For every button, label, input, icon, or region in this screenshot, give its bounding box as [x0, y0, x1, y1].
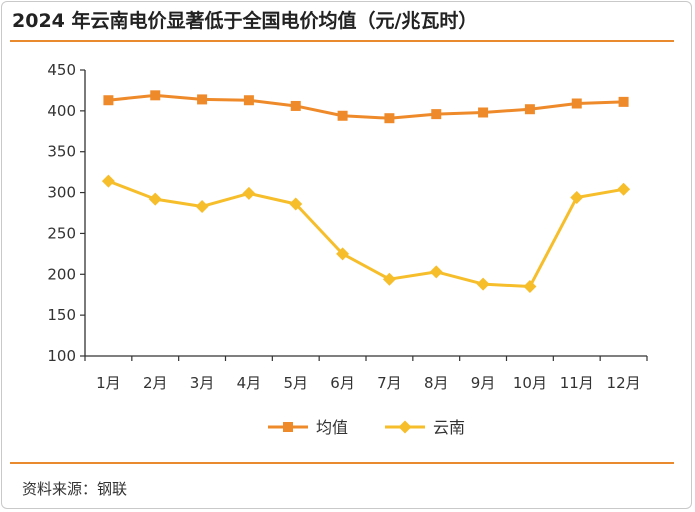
legend-label-yunnan: 云南	[433, 418, 465, 437]
x-tick-label: 3月	[190, 374, 215, 392]
data-point-yunnan	[195, 199, 209, 213]
x-tick-label: 7月	[377, 374, 402, 392]
data-point-yunnan	[523, 280, 537, 294]
y-tick-label: 350	[47, 143, 76, 161]
data-point-yunnan	[617, 182, 631, 196]
source-note: 资料来源：钢联	[22, 480, 128, 498]
data-point-average	[290, 100, 301, 111]
data-point-average	[571, 98, 582, 109]
x-tick-label: 12月	[607, 374, 641, 392]
y-tick-label: 100	[47, 347, 76, 365]
data-point-yunnan	[242, 186, 256, 200]
data-point-yunnan	[476, 277, 490, 291]
series-line-yunnan	[107, 179, 624, 289]
data-point-average	[150, 90, 161, 101]
data-point-average	[478, 107, 489, 118]
y-tick-label: 200	[47, 265, 76, 283]
data-point-average	[243, 95, 254, 106]
data-point-yunnan	[289, 197, 303, 211]
title-divider	[10, 40, 674, 42]
x-tick-label: 1月	[96, 374, 121, 392]
y-tick-label: 250	[47, 224, 76, 242]
data-point-average	[197, 94, 208, 105]
y-tick-label: 300	[47, 184, 76, 202]
x-tick-label: 8月	[424, 374, 449, 392]
legend-label-average: 均值	[316, 418, 348, 437]
x-tick-label: 5月	[283, 374, 308, 392]
chart-title: 2024 年云南电价显著低于全国电价均值（元/兆瓦时）	[12, 10, 478, 32]
y-tick-label: 150	[47, 306, 76, 324]
x-tick-label: 2月	[143, 374, 168, 392]
footer-divider	[10, 462, 674, 464]
data-point-average	[384, 113, 395, 124]
x-tick-label: 4月	[237, 374, 262, 392]
x-tick-label: 11月	[560, 374, 594, 392]
x-tick-label: 6月	[330, 374, 355, 392]
data-point-yunnan	[148, 192, 162, 206]
series-line-average	[108, 93, 624, 120]
data-point-yunnan	[382, 272, 396, 286]
data-point-average	[524, 104, 535, 115]
legend-marker-yunnan	[398, 420, 412, 434]
data-point-yunnan	[570, 190, 584, 204]
y-tick-label: 450	[47, 61, 76, 79]
data-point-average	[431, 109, 442, 120]
x-tick-label: 9月	[471, 374, 496, 392]
data-point-average	[618, 96, 629, 107]
y-tick-label: 400	[47, 102, 76, 120]
data-point-average	[103, 95, 114, 106]
data-point-yunnan	[101, 174, 115, 188]
data-point-yunnan	[336, 247, 350, 261]
data-point-average	[337, 110, 348, 121]
legend-marker-average	[283, 422, 293, 432]
data-point-yunnan	[429, 265, 443, 279]
x-tick-label: 10月	[513, 374, 547, 392]
